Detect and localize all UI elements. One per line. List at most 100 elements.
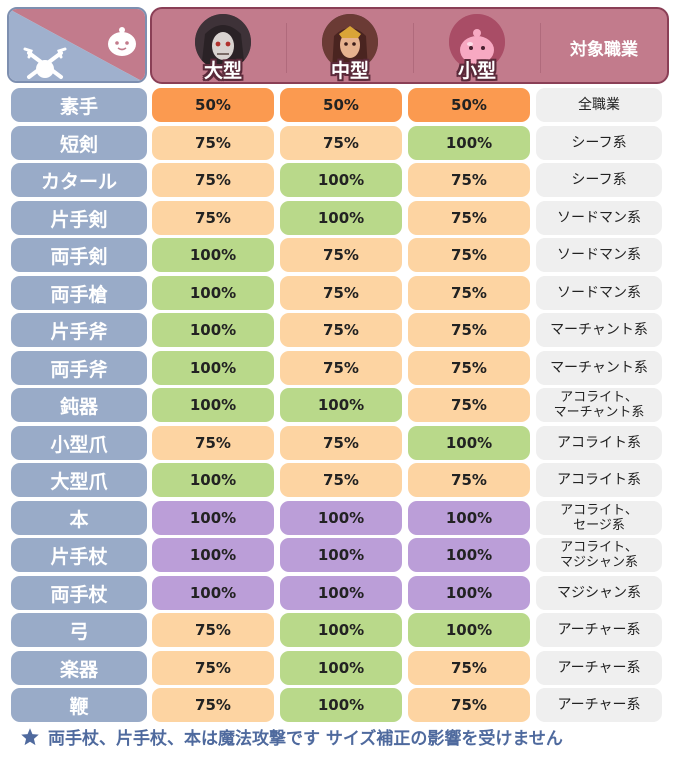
table-row: 両手剣 100% 75% 75% ソードマン系: [0, 238, 676, 272]
job-cell: マーチャント系: [536, 313, 662, 347]
job-cell: アーチャー系: [536, 688, 662, 722]
modifier-cell-large: 100%: [152, 276, 274, 310]
table-row: 本 100% 100% 100% アコライト、 セージ系: [0, 501, 676, 535]
poring-icon: [108, 27, 136, 56]
weapon-name-cell: 鈍器: [11, 388, 147, 422]
weapon-name-cell: 片手斧: [11, 313, 147, 347]
modifier-cell-large: 100%: [152, 576, 274, 610]
job-cell: アコライト、 マジシャン系: [536, 538, 662, 572]
modifier-cell-small: 75%: [408, 313, 530, 347]
star-icon: [21, 728, 39, 746]
modifier-cell-large: 50%: [152, 88, 274, 122]
weapon-name-cell: 素手: [11, 88, 147, 122]
modifier-cell-small: 75%: [408, 276, 530, 310]
modifier-cell-large: 75%: [152, 613, 274, 647]
weapon-name-cell: 両手斧: [11, 351, 147, 385]
weapon-name-cell: 片手杖: [11, 538, 147, 572]
header-medium: 中型: [287, 9, 413, 82]
table-row: 両手杖 100% 100% 100% マジシャン系: [0, 576, 676, 610]
modifier-cell-small: 75%: [408, 688, 530, 722]
job-cell: ソードマン系: [536, 276, 662, 310]
medium-monster-avatar: [322, 14, 378, 70]
modifier-cell-large: 75%: [152, 163, 274, 197]
modifier-cell-medium: 100%: [280, 501, 402, 535]
table-row: 両手槍 100% 75% 75% ソードマン系: [0, 276, 676, 310]
table-row: 片手剣 75% 100% 75% ソードマン系: [0, 201, 676, 235]
modifier-cell-medium: 100%: [280, 163, 402, 197]
table-row: 短剣 75% 75% 100% シーフ系: [0, 126, 676, 160]
weapon-name-cell: 両手剣: [11, 238, 147, 272]
modifier-cell-medium: 75%: [280, 238, 402, 272]
modifier-cell-medium: 50%: [280, 88, 402, 122]
modifier-cell-large: 75%: [152, 201, 274, 235]
header-large: 大型: [160, 9, 286, 82]
table-row: 鈍器 100% 100% 75% アコライト、 マーチャント系: [0, 388, 676, 422]
modifier-cell-large: 75%: [152, 651, 274, 685]
footnote: 両手杖、片手杖、本は魔法攻撃です サイズ補正の影響を受けません: [20, 727, 666, 750]
modifier-cell-small: 75%: [408, 463, 530, 497]
header-divider: [413, 23, 414, 73]
modifier-cell-small: 100%: [408, 613, 530, 647]
weapon-name-cell: 本: [11, 501, 147, 535]
weapon-name-cell: 小型爪: [11, 426, 147, 460]
weapon-name-cell: 弓: [11, 613, 147, 647]
job-cell: マーチャント系: [536, 351, 662, 385]
corner-diagonal: [9, 9, 145, 81]
size-label-medium: 中型: [330, 60, 369, 82]
weapon-name-cell: 両手杖: [11, 576, 147, 610]
modifier-cell-medium: 100%: [280, 688, 402, 722]
modifier-cell-large: 75%: [152, 426, 274, 460]
small-monster-avatar: [449, 14, 505, 70]
modifier-cell-large: 100%: [152, 313, 274, 347]
table-row: 片手斧 100% 75% 75% マーチャント系: [0, 313, 676, 347]
modifier-cell-small: 50%: [408, 88, 530, 122]
job-cell: アーチャー系: [536, 651, 662, 685]
job-cell: アーチャー系: [536, 613, 662, 647]
job-header-label: 対象職業: [570, 40, 638, 60]
modifier-cell-small: 100%: [408, 576, 530, 610]
modifier-cell-medium: 75%: [280, 463, 402, 497]
modifier-cell-small: 75%: [408, 388, 530, 422]
weapon-name-cell: カタール: [11, 163, 147, 197]
table-row: 大型爪 100% 75% 75% アコライト系: [0, 463, 676, 497]
table-header: 大型 中型: [150, 7, 669, 84]
modifier-cell-large: 100%: [152, 538, 274, 572]
modifier-cell-medium: 100%: [280, 388, 402, 422]
modifier-cell-medium: 100%: [280, 613, 402, 647]
weapon-name-cell: 短剣: [11, 126, 147, 160]
modifier-cell-medium: 100%: [280, 651, 402, 685]
job-cell: アコライト、 セージ系: [536, 501, 662, 535]
modifier-cell-medium: 75%: [280, 313, 402, 347]
modifier-cell-medium: 100%: [280, 201, 402, 235]
modifier-cell-medium: 75%: [280, 276, 402, 310]
modifier-cell-small: 75%: [408, 651, 530, 685]
modifier-cell-small: 75%: [408, 351, 530, 385]
modifier-cell-large: 100%: [152, 463, 274, 497]
weapon-name-cell: 両手槍: [11, 276, 147, 310]
modifier-cell-large: 100%: [152, 388, 274, 422]
modifier-cell-large: 75%: [152, 688, 274, 722]
weapon-cross-icon: [23, 47, 67, 79]
size-label-large: 大型: [203, 60, 242, 82]
size-label-small: 小型: [457, 60, 496, 82]
job-cell: シーフ系: [536, 163, 662, 197]
job-cell: マジシャン系: [536, 576, 662, 610]
table-row: 弓 75% 100% 100% アーチャー系: [0, 613, 676, 647]
table-row: 鞭 75% 100% 75% アーチャー系: [0, 688, 676, 722]
table-row: 楽器 75% 100% 75% アーチャー系: [0, 651, 676, 685]
modifier-cell-small: 100%: [408, 426, 530, 460]
corner-cell: [7, 7, 147, 83]
job-cell: シーフ系: [536, 126, 662, 160]
table-row: 片手杖 100% 100% 100% アコライト、 マジシャン系: [0, 538, 676, 572]
table-row: 両手斧 100% 75% 75% マーチャント系: [0, 351, 676, 385]
header-divider: [286, 23, 287, 73]
modifier-cell-small: 100%: [408, 538, 530, 572]
footnote-text: 両手杖、片手杖、本は魔法攻撃です サイズ補正の影響を受けません: [48, 729, 563, 749]
modifier-cell-small: 75%: [408, 163, 530, 197]
modifier-cell-large: 75%: [152, 126, 274, 160]
modifier-cell-large: 100%: [152, 501, 274, 535]
modifier-cell-small: 100%: [408, 126, 530, 160]
table-row: カタール 75% 100% 75% シーフ系: [0, 163, 676, 197]
modifier-cell-small: 75%: [408, 201, 530, 235]
